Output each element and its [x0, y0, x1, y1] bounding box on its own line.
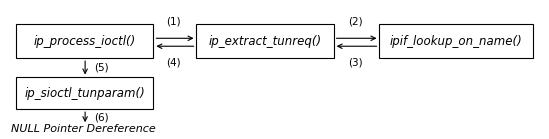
FancyBboxPatch shape [197, 24, 334, 58]
Text: ipif_lookup_on_name(): ipif_lookup_on_name() [390, 35, 523, 48]
Text: (3): (3) [348, 57, 362, 67]
Text: ip_sioctl_tunparam(): ip_sioctl_tunparam() [25, 87, 145, 100]
Text: (4): (4) [166, 57, 181, 67]
Text: (1): (1) [166, 16, 181, 26]
FancyBboxPatch shape [16, 24, 154, 58]
Text: ip_process_ioctl(): ip_process_ioctl() [33, 35, 136, 48]
Text: (5): (5) [94, 63, 109, 73]
Text: NULL Pointer Dereference: NULL Pointer Dereference [11, 124, 155, 134]
Text: (6): (6) [94, 112, 109, 122]
Text: (2): (2) [348, 16, 362, 26]
Text: ip_extract_tunreq(): ip_extract_tunreq() [209, 35, 322, 48]
FancyBboxPatch shape [16, 77, 154, 109]
FancyBboxPatch shape [379, 24, 533, 58]
